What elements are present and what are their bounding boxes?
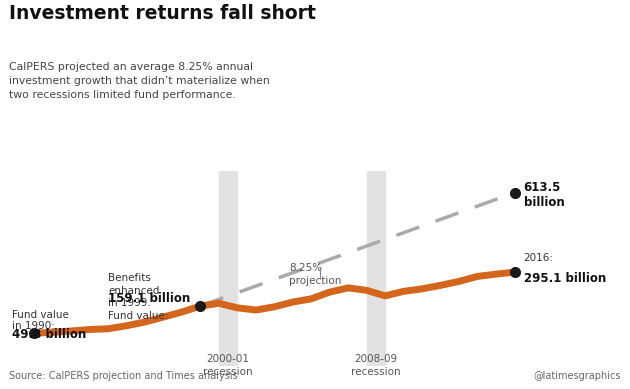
Text: Benefits
enhanced
in 1999.
Fund value:: Benefits enhanced in 1999. Fund value: <box>108 273 168 321</box>
Bar <box>219 171 238 366</box>
Text: Source: CalPERS projection and Times analysis: Source: CalPERS projection and Times ana… <box>9 371 238 381</box>
Text: Fund value
in 1990:: Fund value in 1990: <box>12 310 69 331</box>
Text: 49.8 billion: 49.8 billion <box>12 328 86 341</box>
Text: Investment returns fall short: Investment returns fall short <box>9 4 316 23</box>
Text: 8.25%
projection: 8.25% projection <box>289 263 341 286</box>
Text: 295.1 billion: 295.1 billion <box>524 272 606 285</box>
Text: 2008-09
recession: 2008-09 recession <box>351 354 401 377</box>
Text: 2000-01
recession: 2000-01 recession <box>203 354 253 377</box>
Text: 613.5
billion: 613.5 billion <box>524 181 564 209</box>
Text: @latimesgraphics: @latimesgraphics <box>533 371 621 381</box>
Bar <box>367 171 385 366</box>
Text: CalPERS projected an average 8.25% annual
investment growth that didn’t material: CalPERS projected an average 8.25% annua… <box>9 62 270 100</box>
Text: 2016:: 2016: <box>524 253 554 263</box>
Text: 159.1 billion: 159.1 billion <box>108 292 190 305</box>
